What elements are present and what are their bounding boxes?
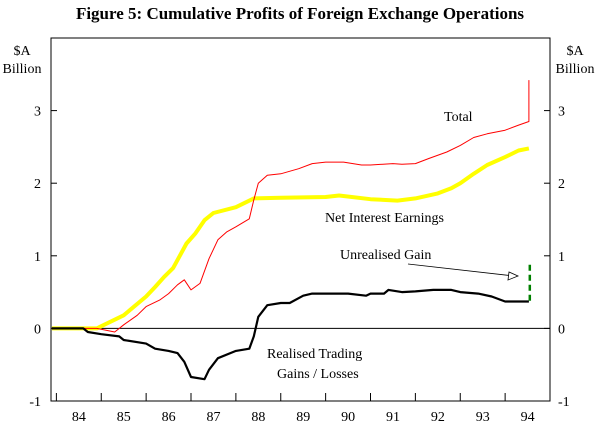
x-tick-label: 85 [117, 410, 131, 425]
y-label-right-2: Billion [556, 62, 595, 77]
x-tick-label: 88 [251, 410, 265, 425]
y-tick-label-left: -1 [29, 395, 41, 410]
series-net-interest-earnings [51, 146, 530, 331]
x-tick-label: 86 [162, 410, 176, 425]
y-tick-label-right: 3 [558, 105, 565, 120]
x-tick-label: 93 [476, 410, 490, 425]
chart-title: Figure 5: Cumulative Profits of Foreign … [75, 4, 525, 23]
y-tick-label-right: 0 [558, 322, 565, 337]
y-tick-label-left: 0 [34, 322, 41, 337]
annotation-realised-1: Realised Trading [267, 347, 362, 362]
y-tick-label-left: 1 [34, 250, 41, 265]
series-total [51, 80, 530, 333]
y-label-left-2: Billion [3, 62, 42, 77]
annotation-arrow [407, 263, 515, 277]
x-tick-label: 94 [521, 410, 535, 425]
y-tick-label-left: 2 [34, 177, 41, 192]
arrowhead-icon [507, 271, 520, 281]
y-tick-label-left: 3 [34, 105, 41, 120]
x-tick-label: 87 [206, 410, 220, 425]
plot-frame [50, 37, 551, 402]
y-tick-label-right: 1 [558, 250, 565, 265]
y-tick-label-right: 2 [558, 177, 565, 192]
annotation-realised-2: Gains / Losses [277, 367, 359, 382]
x-tick-label: 92 [431, 410, 445, 425]
y-label-right-1: $A [566, 44, 584, 59]
series-realised-trading-gains-losses [51, 288, 529, 381]
x-tick-label: 84 [72, 410, 86, 425]
x-tick-label: 89 [296, 410, 310, 425]
annotation-unrealised: Unrealised Gain [340, 248, 431, 263]
annotation-total: Total [444, 110, 473, 125]
x-tick-label: 91 [386, 410, 400, 425]
x-tick-label: 90 [341, 410, 355, 425]
y-label-left-1: $A [13, 44, 31, 59]
annotation-net-interest: Net Interest Earnings [325, 211, 444, 226]
y-tick-label-right: -1 [558, 395, 570, 410]
